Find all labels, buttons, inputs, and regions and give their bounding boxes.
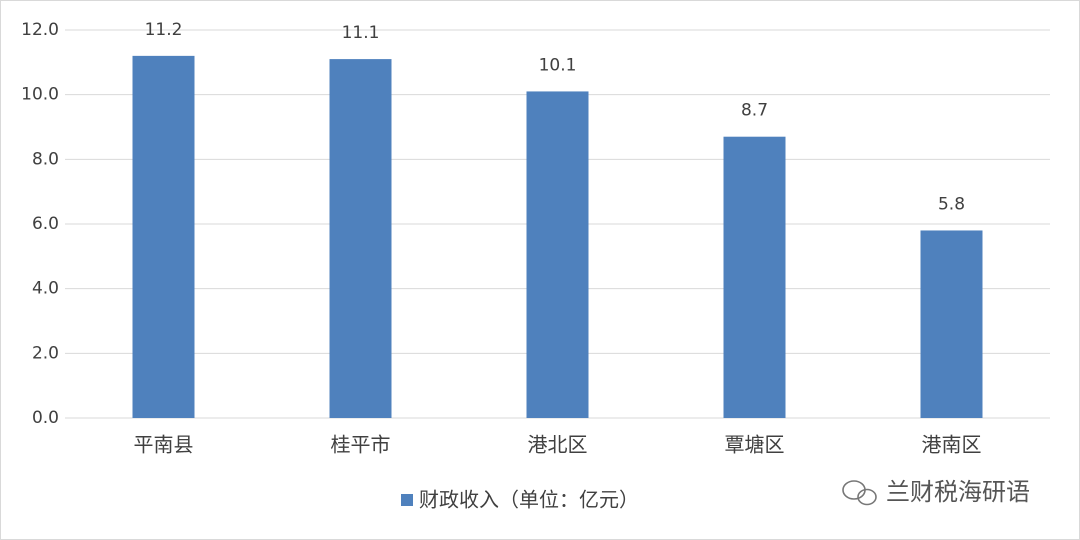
bar [329,59,392,418]
watermark-icon [842,480,877,506]
y-tick-label: 12.0 [21,20,59,40]
bar [723,136,786,418]
x-tick-label: 港南区 [922,433,982,457]
bar [920,230,983,418]
data-label: 10.1 [539,55,577,75]
x-tick-label: 平南县 [134,433,194,457]
y-tick-label: 8.0 [32,149,59,169]
y-tick-label: 0.0 [32,408,59,428]
y-tick-label: 4.0 [32,279,59,299]
data-label: 11.2 [145,20,183,40]
watermark: 兰财税海研语 [886,478,1030,506]
legend-swatch [401,494,413,506]
legend-label: 财政收入（单位：亿元） [419,488,639,512]
x-tick-label: 桂平市 [331,433,391,457]
data-label: 11.1 [342,23,380,43]
bar [526,91,589,418]
data-label: 5.8 [938,194,965,214]
y-tick-label: 2.0 [32,343,59,363]
bar [132,55,195,418]
y-tick-label: 6.0 [32,214,59,234]
x-tick-label: 港北区 [528,433,588,457]
x-tick-label: 覃塘区 [725,433,785,457]
y-tick-label: 10.0 [21,85,59,105]
data-label: 8.7 [741,101,768,121]
